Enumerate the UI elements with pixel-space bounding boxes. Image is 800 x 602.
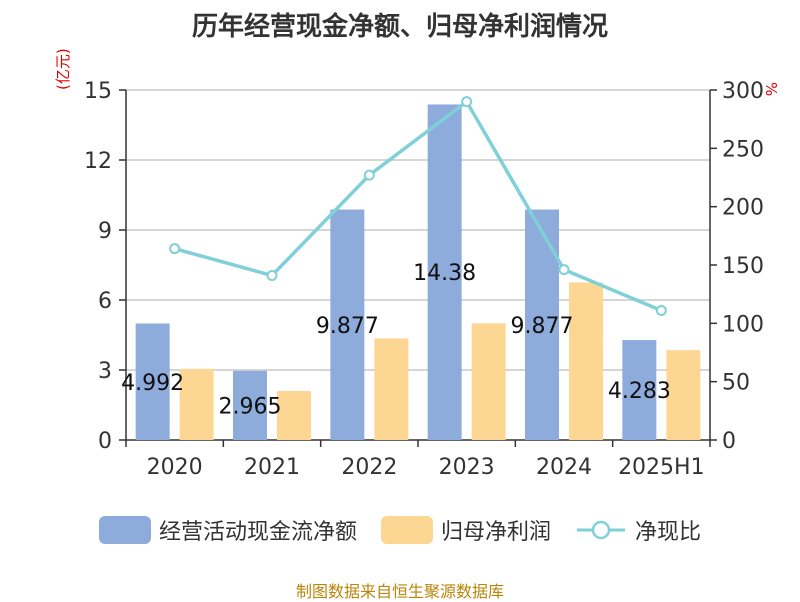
bar-net-profit <box>179 368 214 440</box>
chart-title: 历年经营现金净额、归母净利润情况 <box>191 12 608 42</box>
bar-net-profit <box>569 282 603 440</box>
x-axis-tick-label: 2022 <box>341 455 397 480</box>
x-axis-tick-label: 2021 <box>244 455 300 480</box>
line-ratio <box>174 99 663 313</box>
legend-item-cash-flow[interactable]: 经营活动现金流净额 <box>98 514 357 546</box>
right-axis-tick-label: 200 <box>722 196 764 221</box>
right-axis-tick-label: 300 <box>722 79 764 104</box>
line-point-ratio <box>169 243 181 255</box>
line-point-ratio <box>461 96 473 108</box>
legend-label-net-profit: 归母净利润 <box>440 520 551 545</box>
bar-net-profit <box>374 338 409 440</box>
x-axis-tick-label: 2024 <box>536 455 592 480</box>
bar-net-profit <box>471 323 506 440</box>
legend-swatch-net-profit <box>380 516 433 544</box>
left-axis-tick-label: 3 <box>98 359 112 384</box>
bar-cash-flow <box>622 340 657 440</box>
data-label-cash-flow: 4.992 <box>121 371 184 396</box>
right-axis-tick-label: 150 <box>722 254 764 279</box>
legend-line-marker <box>577 520 625 540</box>
data-label-cash-flow: 9.877 <box>511 314 574 339</box>
right-axis-tick-label: 100 <box>722 312 764 337</box>
legend-swatch-cash-flow <box>98 516 151 544</box>
data-label-cash-flow: 4.283 <box>608 379 671 404</box>
left-axis-tick-label: 15 <box>84 79 112 104</box>
bar-net-profit <box>277 391 311 440</box>
bar-cash-flow <box>135 323 170 440</box>
bar-cash-flow <box>233 370 267 440</box>
bar-net-profit <box>666 350 701 440</box>
legend-item-net-profit[interactable]: 归母净利润 <box>380 514 551 546</box>
bar-cash-flow <box>330 209 365 440</box>
data-label-cash-flow: 14.38 <box>413 261 476 286</box>
line-point-ratio <box>363 169 375 181</box>
data-label-cash-flow: 2.965 <box>219 394 282 419</box>
legend-label-ratio: 净现比 <box>635 520 702 545</box>
right-axis-tick-label: 50 <box>722 371 750 396</box>
left-axis-tick-label: 9 <box>98 219 112 244</box>
data-label-cash-flow: 9.877 <box>316 314 379 339</box>
left-axis-tick-label: 12 <box>84 149 112 174</box>
legend: 经营活动现金流净额 归母净利润 净现比 <box>0 514 800 546</box>
x-axis-tick-label: 2020 <box>147 455 203 480</box>
line-point-ratio <box>655 305 667 316</box>
left-axis-tick-label: 0 <box>98 429 112 454</box>
legend-label-cash-flow: 经营活动现金流净额 <box>158 520 357 545</box>
bar-cash-flow <box>427 104 462 440</box>
left-axis-tick-label: 6 <box>98 289 112 314</box>
x-axis-tick-label: 2025H1 <box>618 455 705 480</box>
right-axis-tick-label: 250 <box>722 137 764 162</box>
legend-item-ratio[interactable]: 净现比 <box>575 514 701 546</box>
source-note: 制图数据来自恒生聚源数据库 <box>295 582 504 601</box>
line-point-ratio <box>558 264 570 276</box>
line-point-ratio <box>266 270 278 281</box>
right-axis-tick-label: 0 <box>722 429 736 454</box>
x-axis-tick-label: 2023 <box>439 455 495 480</box>
